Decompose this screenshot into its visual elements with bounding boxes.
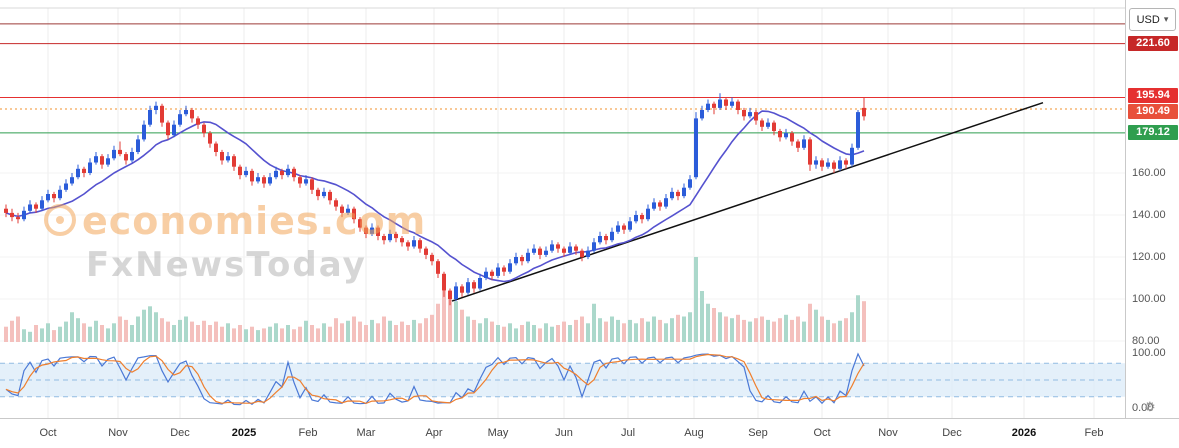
time-axis-label: Mar bbox=[356, 427, 376, 439]
time-axis-label: Feb bbox=[1084, 427, 1104, 439]
trendline[interactable] bbox=[451, 101, 1044, 302]
price-level-label: 195.94 bbox=[1128, 87, 1178, 103]
time-axis-label: Aug bbox=[684, 427, 704, 439]
time-axis-label: Nov bbox=[108, 427, 128, 439]
time-axis-label: Jul bbox=[620, 427, 636, 439]
time-axis-label: Oct bbox=[39, 427, 57, 439]
price-axis[interactable]: USD ▾ 160.00 140.00 120.00 100.00 80.00 100.0… bbox=[1125, 0, 1179, 418]
volume-layer bbox=[4, 257, 866, 342]
time-axis-label: Jun bbox=[555, 427, 573, 439]
time-axis-label: Dec bbox=[170, 427, 190, 439]
time-axis-label: Apr bbox=[425, 427, 443, 439]
price-tick-label: 0.00 bbox=[1132, 402, 1154, 414]
price-tick-label: 140.00 bbox=[1132, 209, 1166, 221]
time-axis-label: Nov bbox=[878, 427, 898, 439]
price-level-label: 190.49 bbox=[1128, 103, 1178, 119]
price-tick-label: 80.00 bbox=[1132, 335, 1160, 347]
price-level-label: 179.12 bbox=[1128, 124, 1178, 140]
price-tick-label: 100.00 bbox=[1132, 347, 1166, 359]
watermark-subbrand: FxNewsToday bbox=[86, 245, 367, 285]
price-tick-label: 120.00 bbox=[1132, 251, 1166, 263]
price-level-label: 221.60 bbox=[1128, 35, 1178, 51]
gridlines-layer bbox=[0, 7, 1125, 418]
time-axis[interactable]: Oct Nov Dec 2025 Feb Mar Apr May Jun Jul Aug Sep Oct… bbox=[0, 418, 1179, 448]
watermark-brand: economies.com bbox=[82, 199, 426, 243]
brand-logo-icon bbox=[44, 204, 76, 236]
time-axis-label: 2026 bbox=[1011, 427, 1037, 439]
currency-dropdown[interactable]: USD ▾ bbox=[1129, 8, 1176, 31]
currency-label: USD bbox=[1136, 13, 1160, 26]
plot-area[interactable]: economies.com FxNewsToday bbox=[0, 0, 1125, 418]
candles-layer bbox=[4, 93, 866, 306]
stochastic-band bbox=[0, 362, 1125, 398]
settings-gear-icon[interactable]: ⚙ bbox=[1144, 399, 1156, 414]
price-tick-label: 100.00 bbox=[1132, 293, 1166, 305]
chevron-down-icon: ▾ bbox=[1163, 14, 1169, 24]
time-axis-label: Dec bbox=[942, 427, 962, 439]
time-axis-label: Feb bbox=[298, 427, 318, 439]
moving-average-line bbox=[5, 110, 865, 283]
time-axis-label: Sep bbox=[748, 427, 768, 439]
price-tick-label: 160.00 bbox=[1132, 167, 1166, 179]
stochastic-d-line bbox=[5, 353, 865, 405]
time-axis-label: May bbox=[487, 427, 509, 439]
price-levels-layer bbox=[0, 23, 1125, 134]
time-axis-label: 2025 bbox=[231, 427, 257, 439]
time-axis-label: Oct bbox=[813, 427, 831, 439]
